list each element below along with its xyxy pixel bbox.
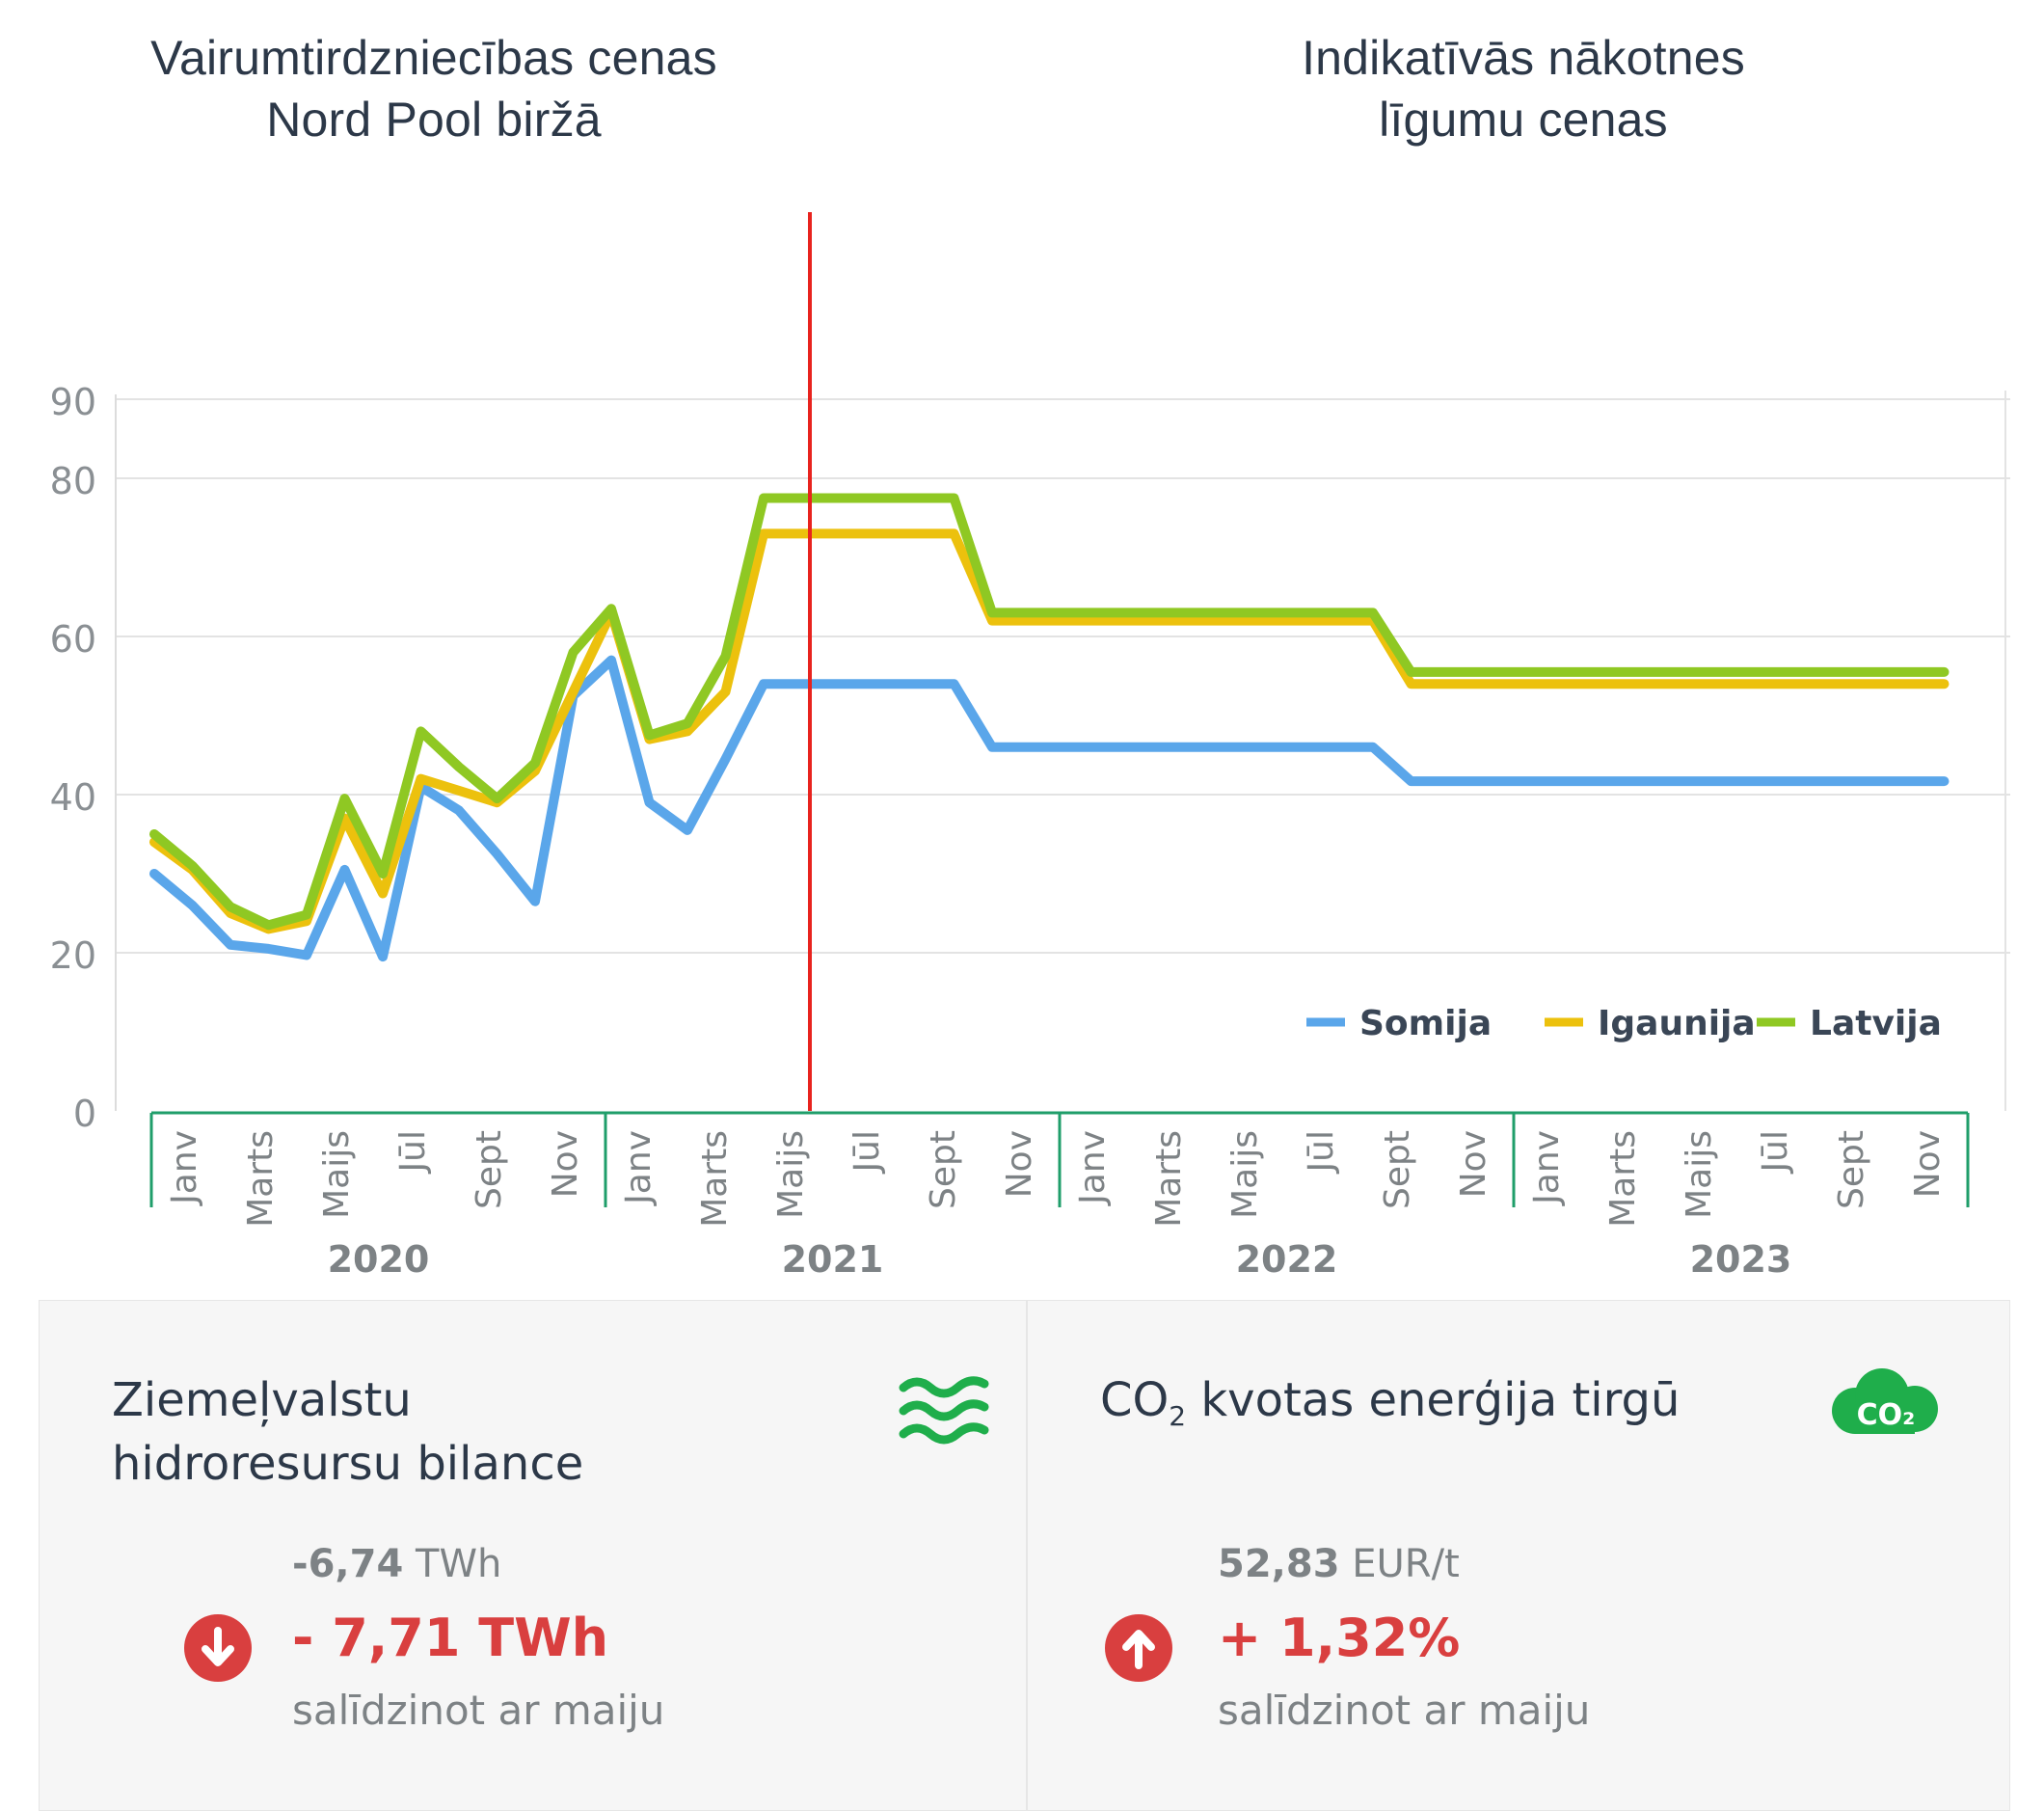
series-line-somija (149, 655, 1950, 962)
y-tick-label: 60 (50, 618, 96, 661)
series-line-igaunija (149, 528, 1950, 934)
y-tick-label: 0 (73, 1093, 96, 1135)
chart-axes: 0 20 40 60 80 90 2020 Janv Marts Maijs Jūl Sept Nov 2… (50, 381, 2006, 1281)
year-label: 2022 (1236, 1238, 1338, 1281)
co2-change-value: + 1,32% (1218, 1608, 1461, 1668)
y-tick-label: 80 (50, 460, 96, 502)
co2-title-pre: CO (1100, 1373, 1170, 1427)
legend-label: Latvija (1810, 1004, 1942, 1043)
month-tick-label: Janv (1073, 1130, 1113, 1206)
y-tick-label: 20 (50, 934, 96, 977)
month-tick-label: Sept (470, 1130, 509, 1209)
co2-quota-title: CO2 kvotas enerģija tirgū (1100, 1368, 1680, 1448)
co2-cloud-label: CO₂ (1857, 1398, 1916, 1432)
arrow-down-icon (184, 1614, 252, 1682)
month-tick-label: Nov (1454, 1130, 1493, 1198)
co2-cloud-icon: CO₂ (1832, 1368, 1938, 1434)
co2-title-sub: 2 (1169, 1400, 1187, 1432)
hydro-change-value: - 7,71 TWh (292, 1608, 609, 1668)
hydro-base-value: -6,74 TWh (292, 1542, 501, 1586)
water-waves-icon (899, 1376, 989, 1445)
month-tick-label: Nov (546, 1130, 585, 1198)
month-tick-label: Marts (695, 1130, 735, 1228)
hydro-base-unit: TWh (416, 1542, 502, 1586)
co2-quota-panel: CO2 kvotas enerģija tirgū CO₂ 52,83 EUR/… (1027, 1300, 2010, 1811)
month-tick-label: Jūl (1302, 1130, 1341, 1174)
month-tick-label: Sept (924, 1130, 963, 1209)
chart-heading-historical: Vairumtirdzniecības cenas Nord Pool birž… (150, 31, 717, 147)
hydro-balance-panel: Ziemeļvalstu hidroresursu bilance -6,74 … (39, 1300, 1027, 1811)
month-tick-label: Maijs (317, 1130, 357, 1219)
year-label: 2020 (328, 1238, 430, 1281)
co2-compare-text: salīdzinot ar maiju (1218, 1687, 1591, 1734)
month-tick-label: Nov (1908, 1130, 1948, 1198)
y-tick-label: 40 (50, 776, 96, 819)
month-tick-label: Maijs (771, 1130, 811, 1219)
month-tick-label: Jūl (847, 1130, 887, 1174)
month-tick-label: Marts (1149, 1130, 1189, 1228)
month-tick-label: Sept (1378, 1130, 1417, 1209)
chart-legend: Somija Igaunija Latvija (1306, 1004, 1942, 1043)
legend-label: Igaunija (1598, 1004, 1756, 1043)
chart-series (149, 212, 1950, 1111)
series-line-latvija (149, 493, 1950, 931)
month-tick-label: Maijs (1680, 1130, 1719, 1219)
legend-label: Somija (1359, 1004, 1492, 1043)
month-tick-label: Janv (619, 1130, 659, 1206)
hydro-base-number: -6,74 (292, 1542, 404, 1586)
year-label: 2023 (1690, 1238, 1792, 1281)
co2-base-value: 52,83 EUR/t (1218, 1542, 1460, 1586)
year-label: 2021 (782, 1238, 884, 1281)
co2-base-unit: EUR/t (1352, 1542, 1460, 1586)
month-tick-label: Nov (1000, 1130, 1039, 1198)
month-tick-label: Sept (1832, 1130, 1871, 1209)
month-tick-label: Janv (165, 1130, 204, 1206)
month-tick-label: Jūl (393, 1130, 433, 1174)
month-tick-label: Marts (241, 1130, 281, 1228)
co2-title-post: kvotas enerģija tirgū (1186, 1373, 1681, 1427)
month-tick-label: Janv (1527, 1130, 1567, 1206)
chart-heading-futures: Indikatīvās nākotnes līgumu cenas (1302, 31, 1745, 147)
price-line-chart: 0 20 40 60 80 90 2020 Janv Marts Maijs Jūl Sept Nov 2… (50, 212, 2010, 1281)
y-tick-label: 90 (50, 381, 96, 423)
month-tick-label: Marts (1603, 1130, 1643, 1228)
hydro-compare-text: salīdzinot ar maiju (292, 1687, 665, 1734)
month-tick-label: Jūl (1756, 1130, 1795, 1174)
arrow-up-icon (1105, 1614, 1172, 1682)
co2-base-number: 52,83 (1218, 1542, 1340, 1586)
month-tick-label: Maijs (1225, 1130, 1265, 1219)
hydro-balance-title: Ziemeļvalstu hidroresursu bilance (112, 1373, 584, 1491)
